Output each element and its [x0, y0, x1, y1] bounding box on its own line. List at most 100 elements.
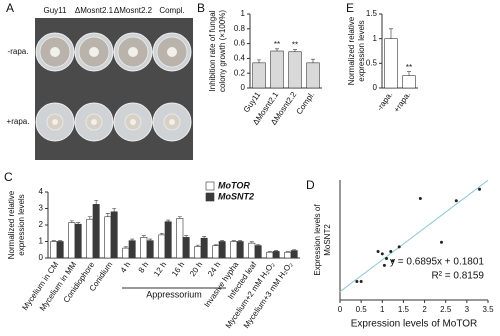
- bar: [128, 240, 136, 259]
- error-bar: [249, 241, 254, 244]
- error-bar: [87, 216, 92, 220]
- error-bar: [257, 59, 261, 63]
- panel-label: B: [197, 1, 205, 15]
- y-tick-label: 0: [39, 253, 44, 262]
- x-tick-label: 3: [465, 305, 470, 314]
- bar: [110, 211, 118, 259]
- error-bar: [274, 250, 279, 252]
- colony-center: [128, 47, 138, 57]
- trendline: [339, 179, 489, 293]
- error-bar: [275, 48, 279, 51]
- error-bar: [69, 220, 74, 223]
- error-bar: [166, 219, 171, 222]
- point: [385, 256, 389, 260]
- bar: [86, 218, 94, 259]
- point: [397, 245, 401, 249]
- y-tick-label: 1.5: [366, 9, 378, 18]
- point: [454, 199, 458, 203]
- bar: [122, 247, 130, 259]
- bar: [92, 204, 100, 259]
- legend-swatch: [205, 181, 215, 191]
- bar: [194, 246, 202, 259]
- y-tick-label: 0.2: [234, 68, 246, 77]
- error-bar: [76, 222, 81, 225]
- error-bar: [51, 240, 56, 242]
- bar: [176, 218, 184, 259]
- error-bar: [105, 213, 110, 217]
- colony-center: [167, 47, 177, 57]
- bar: [306, 62, 320, 89]
- error-bar: [389, 28, 393, 39]
- bar: [140, 237, 148, 259]
- x-tick-label: 4 h: [119, 260, 133, 274]
- x-tick-label: 0: [338, 305, 343, 314]
- error-bar: [148, 238, 153, 241]
- bar: [230, 241, 238, 259]
- panel-label: C: [4, 170, 13, 184]
- bar: [212, 245, 220, 259]
- panel-label: A: [6, 1, 14, 15]
- significance: **: [292, 41, 298, 50]
- x-tick-label: 12 h: [152, 260, 168, 278]
- y-tick-label: 2: [39, 220, 44, 229]
- row-label: +rapa.: [7, 117, 30, 126]
- legend-swatch: [205, 192, 215, 202]
- x-tick-label: 0.5: [356, 305, 368, 314]
- colony-center: [91, 119, 97, 125]
- y-tick-label: 0: [373, 83, 378, 92]
- y-tick-label: 1: [373, 34, 378, 43]
- x-axis-label: Expression levels of MoTOR: [351, 319, 478, 330]
- bar: [402, 75, 416, 89]
- bar: [50, 241, 58, 259]
- panel-label: E: [346, 1, 354, 15]
- y-tick-label: 0.6: [234, 39, 246, 48]
- error-bar: [130, 238, 135, 241]
- error-bar: [311, 58, 315, 63]
- y-axis-label: expression levels: [357, 20, 366, 81]
- y-tick-label: 4: [39, 187, 44, 196]
- error-bar: [238, 240, 243, 242]
- bar: [384, 38, 398, 89]
- bar: [288, 51, 302, 89]
- y-axis-label: expression levels: [17, 194, 26, 255]
- error-bar: [292, 249, 297, 251]
- error-bar: [293, 49, 297, 52]
- y-tick-label: 0.8: [234, 24, 246, 33]
- y-axis-label: Normalized relative: [347, 16, 356, 85]
- error-bar: [159, 232, 164, 235]
- point: [389, 250, 393, 254]
- column-label: ΔMosnt2.1: [75, 6, 114, 15]
- column-label: ΔMosnt2.2: [114, 6, 153, 15]
- x-tick-label: Compl.: [294, 90, 316, 116]
- y-axis-label: Inhibition rate of fungal: [208, 10, 217, 91]
- colony-center: [130, 119, 136, 125]
- y-tick-label: 1: [39, 237, 44, 246]
- point: [382, 263, 386, 267]
- x-tick-label: 3.5: [482, 305, 494, 314]
- x-tick-label: 16 h: [170, 260, 186, 278]
- row-label: -rapa.: [8, 47, 29, 56]
- error-bar: [184, 235, 189, 238]
- bar: [270, 50, 284, 89]
- bar: [200, 237, 208, 259]
- legend-label: MoSNT2: [218, 191, 254, 201]
- x-tick-label: 20 h: [188, 260, 204, 278]
- point: [359, 280, 363, 284]
- y-tick-label: 3: [39, 204, 44, 213]
- error-bar: [220, 240, 225, 242]
- point: [478, 187, 482, 191]
- point: [380, 252, 384, 256]
- bar: [272, 251, 280, 259]
- error-bar: [112, 208, 117, 212]
- error-bar: [231, 240, 236, 242]
- annotation: y = 0.6895x + 0.1801: [390, 257, 484, 268]
- error-bar: [256, 244, 261, 246]
- error-bar: [195, 244, 200, 247]
- bar: [56, 241, 64, 259]
- bar: [266, 251, 274, 259]
- significance: **: [406, 63, 412, 72]
- error-bar: [202, 236, 207, 239]
- y-tick-label: 0.5: [366, 58, 378, 67]
- bar: [248, 242, 256, 259]
